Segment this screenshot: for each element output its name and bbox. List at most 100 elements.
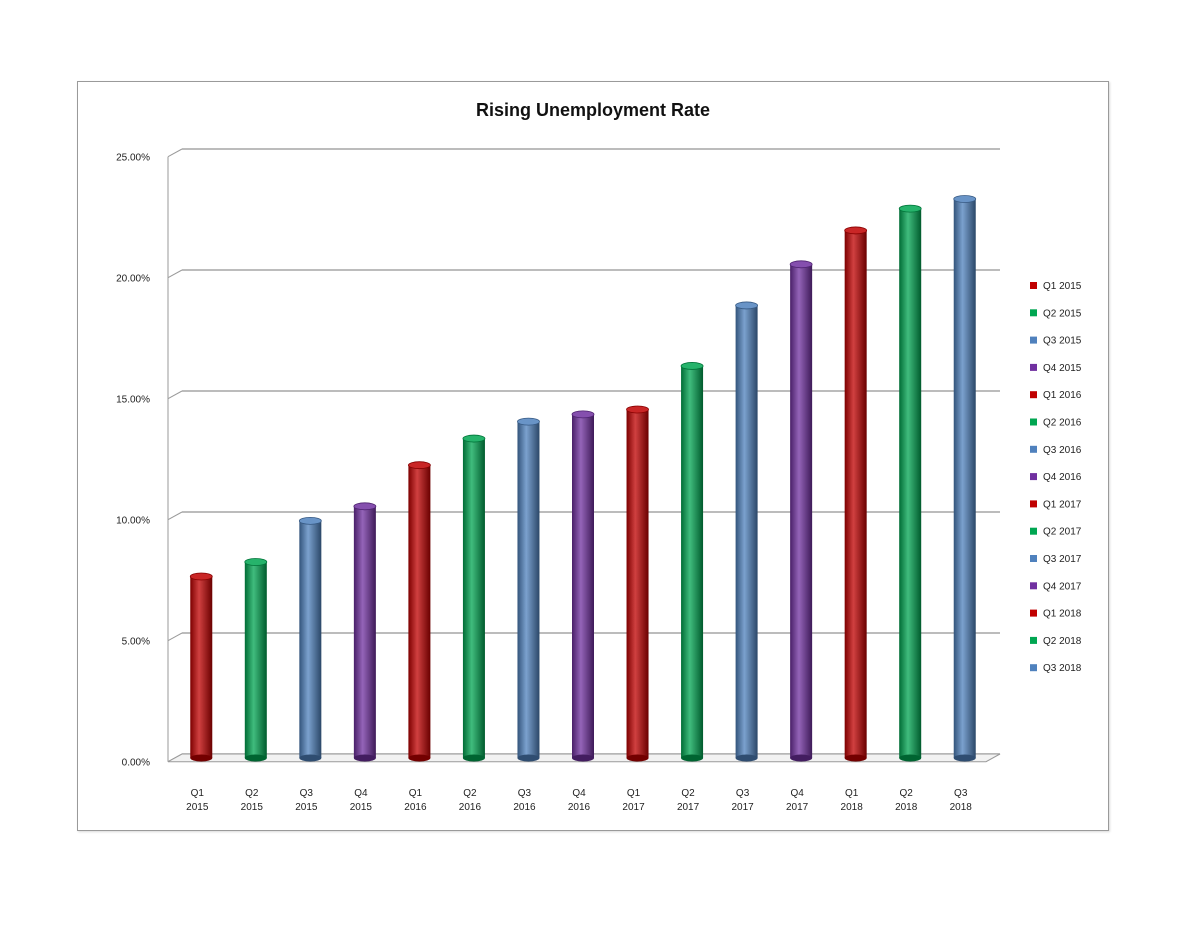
bar-cap (571, 410, 595, 419)
chart-area: Rising Unemployment Rate 0.00% 5.00% 10.00… (77, 81, 1109, 831)
bar (517, 417, 540, 762)
legend-label: Q2 2015 (1043, 308, 1082, 319)
legend-swatch (1030, 336, 1037, 344)
bar-body (681, 365, 704, 758)
bar (462, 434, 486, 762)
bar-base (790, 754, 813, 762)
legend-item: Q3 2018 (1030, 663, 1082, 674)
x-tick-label: Q4 2015 (350, 788, 373, 813)
bar-base (244, 754, 267, 762)
bar-base (462, 754, 485, 762)
bar-body (899, 208, 922, 758)
legend-item: Q1 2018 (1030, 609, 1082, 620)
bar (680, 362, 704, 762)
legend-swatch (1030, 609, 1037, 617)
legend-label: Q3 2015 (1043, 336, 1082, 347)
bar-base (953, 754, 976, 762)
legend-item: Q4 2016 (1030, 472, 1082, 483)
legend-item: Q4 2015 (1030, 363, 1082, 374)
bar-base (899, 754, 922, 762)
bar (898, 204, 922, 762)
y-tick-label: 25.00% (116, 153, 150, 164)
legend-label: Q1 2017 (1043, 499, 1082, 510)
bar-base (517, 754, 540, 762)
x-tick-label: Q2 2016 (459, 788, 482, 813)
legend-swatch (1030, 309, 1037, 317)
legend-label: Q3 2018 (1043, 663, 1082, 674)
bar (407, 461, 431, 762)
legend-item: Q1 2015 (1030, 281, 1082, 292)
gridline-depth (167, 632, 183, 642)
bar-cap (626, 405, 649, 414)
bar (844, 226, 868, 762)
bar-base (681, 754, 704, 762)
bar-body (735, 305, 758, 758)
bar-cap (298, 516, 322, 525)
bar (244, 558, 268, 762)
x-tick-label: Q1 2016 (404, 788, 427, 813)
bar (626, 405, 649, 762)
bar-cap (189, 572, 213, 581)
bar (189, 572, 213, 762)
legend-label: Q4 2016 (1043, 472, 1082, 483)
y-tick-label: 20.00% (116, 274, 150, 285)
bar-base (626, 754, 649, 762)
legend-label: Q1 2016 (1043, 390, 1082, 401)
legend-swatch (1030, 500, 1037, 508)
chart-title: Rising Unemployment Rate (476, 100, 710, 120)
legend-swatch (1030, 282, 1037, 289)
legend-swatch (1030, 418, 1037, 426)
bar-cap (735, 301, 758, 310)
legend-item: Q1 2017 (1030, 499, 1082, 510)
legend-label: Q2 2018 (1043, 636, 1082, 647)
legend-swatch (1030, 555, 1037, 562)
legend-swatch (1030, 391, 1037, 399)
y-tick-label: 5.00% (122, 637, 150, 648)
legend-swatch (1030, 363, 1037, 371)
bar (298, 516, 322, 762)
bar (735, 301, 758, 762)
legend-label: Q1 2018 (1043, 609, 1082, 620)
gridline-depth (167, 269, 183, 279)
bar-body (462, 438, 485, 758)
legend-swatch (1030, 445, 1037, 453)
legend-label: Q2 2017 (1043, 527, 1082, 538)
x-tick-label: Q3 2018 (950, 788, 973, 813)
x-tick-label: Q4 2017 (786, 788, 809, 813)
bar (789, 260, 813, 762)
bar-cap (517, 417, 540, 426)
legend-swatch (1030, 636, 1037, 644)
x-tick-label: Q1 2018 (841, 788, 864, 813)
gridline-depth (167, 390, 183, 400)
x-tick-label: Q3 2015 (295, 788, 318, 813)
bar-body (299, 520, 322, 758)
gridline-depth (167, 511, 183, 521)
legend-item: Q3 2015 (1030, 336, 1082, 347)
bar (353, 502, 377, 762)
y-tick-label: 15.00% (116, 395, 150, 406)
legend-label: Q2 2016 (1043, 418, 1082, 429)
legend-label: Q1 2015 (1043, 281, 1082, 292)
legend-item: Q3 2016 (1030, 445, 1082, 456)
bar-body (790, 264, 813, 758)
gridline-depth (167, 148, 183, 158)
bar-body (844, 230, 867, 758)
bar (953, 195, 977, 762)
legend-label: Q3 2017 (1043, 554, 1082, 565)
x-tick-label: Q3 2017 (731, 788, 754, 813)
bar-base (190, 754, 213, 762)
x-tick-label: Q2 2017 (677, 788, 700, 813)
legend-item: Q2 2018 (1030, 636, 1082, 647)
bar-cap (353, 502, 377, 511)
bar-body (408, 465, 431, 758)
x-axis-ticks: Q1 2015 Q2 2015 Q3 2015 Q4 2015 Q1 2016 Q2 2016 Q3 20… (186, 788, 972, 813)
bar-body (353, 506, 376, 758)
y-tick-label: 10.00% (116, 516, 150, 527)
bar (571, 410, 595, 762)
bar-base (572, 754, 594, 762)
bar-body (244, 561, 267, 758)
legend-item: Q2 2016 (1030, 418, 1082, 429)
legend-swatch (1030, 527, 1037, 535)
bar-cap (898, 204, 922, 213)
bar-cap (953, 195, 977, 203)
